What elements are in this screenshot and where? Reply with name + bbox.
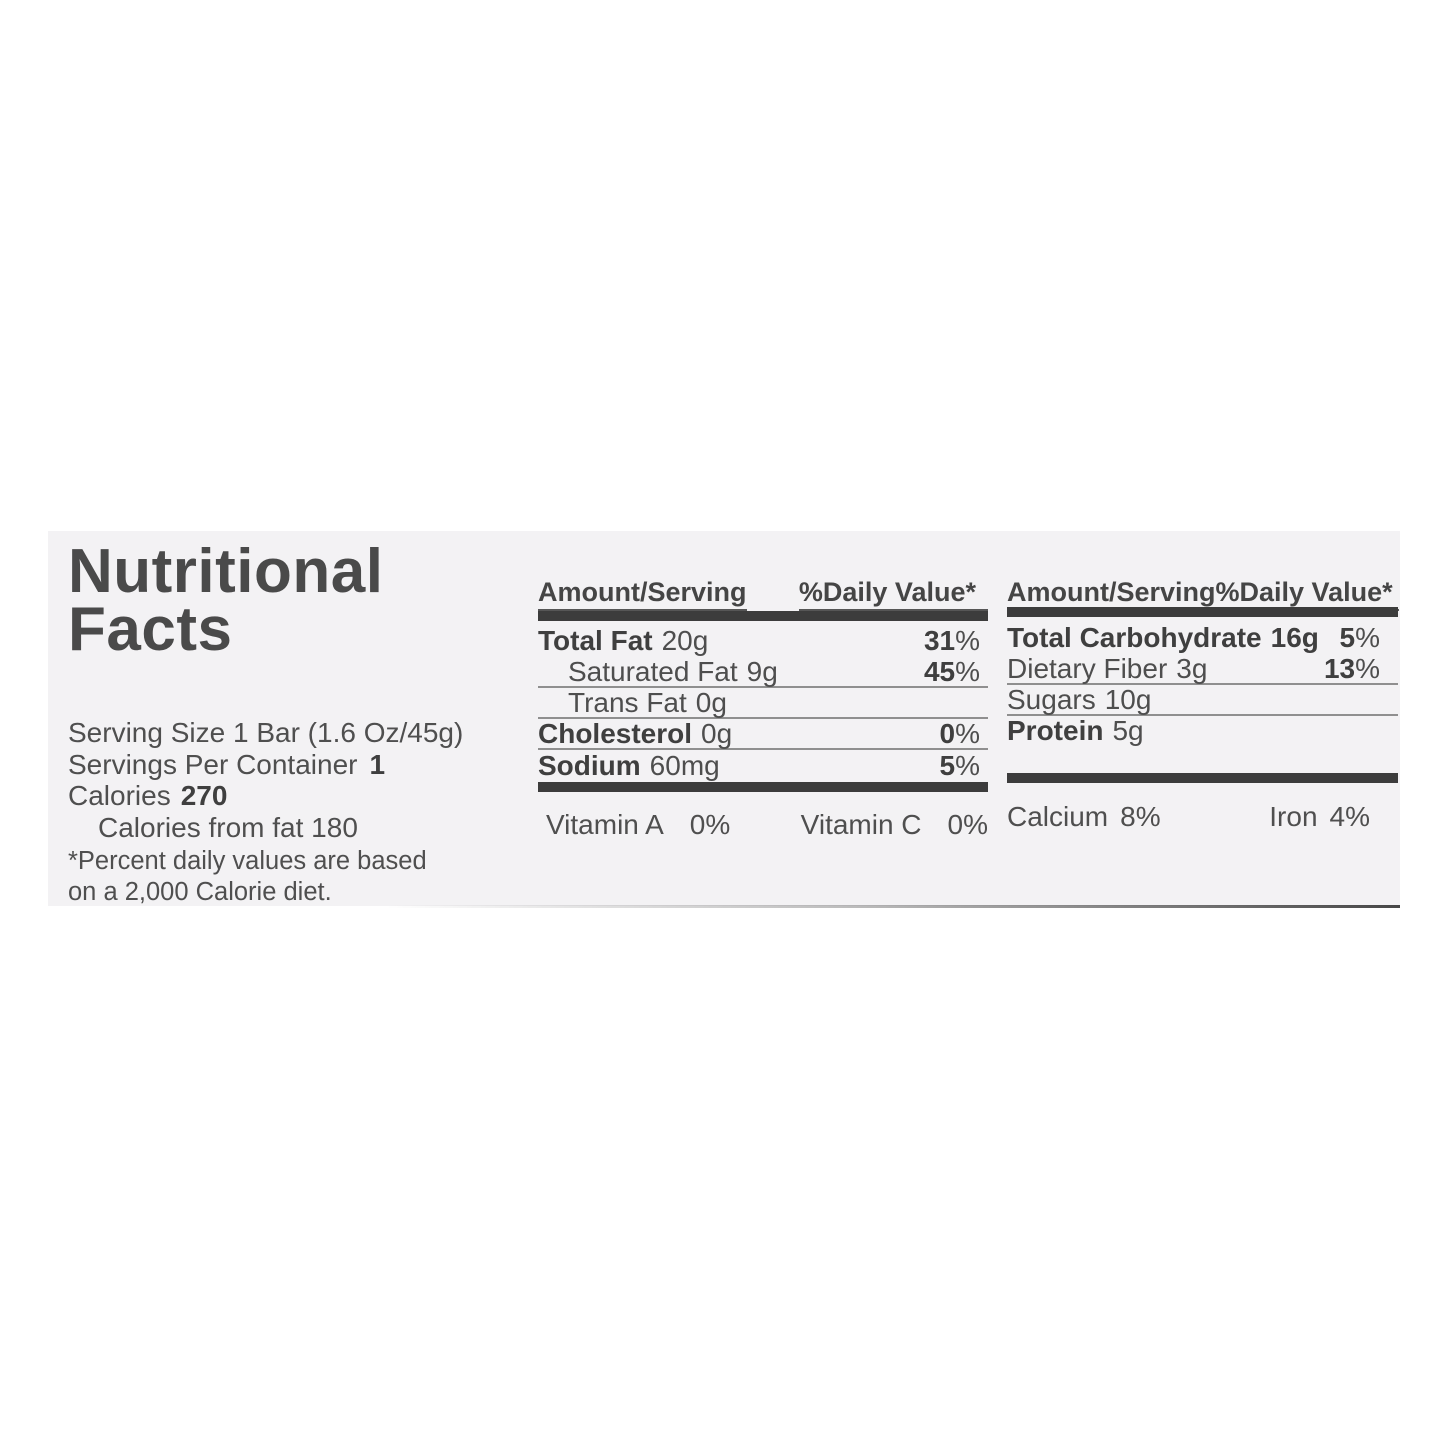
label-title: Nutritional Facts xyxy=(68,537,384,664)
daily-value: 5% xyxy=(1339,622,1380,653)
daily-value: 45% xyxy=(923,656,980,687)
calcium-label: Calcium xyxy=(1007,801,1109,832)
row-total-fat: Total Fat 20g 31% xyxy=(538,626,988,657)
row-dietary-fiber: Dietary Fiber 3g 13% xyxy=(1007,654,1398,685)
nutrient-name: Sugars xyxy=(1007,684,1096,715)
daily-value-footnote: *Percent daily values are based on a 2,0… xyxy=(68,846,463,907)
vitamins-row: Vitamin A 0% Vitamin C 0% xyxy=(538,810,988,840)
daily-value: 13% xyxy=(1323,653,1380,684)
calories-label: Calories xyxy=(68,780,171,811)
minerals-row: Calcium 8% Iron 4% xyxy=(1007,802,1398,832)
nutrition-facts-label: Nutritional Facts Serving Size 1 Bar (1.… xyxy=(48,531,1400,908)
row-saturated-fat: Saturated Fat 9g 45% xyxy=(538,657,988,688)
header-amount-serving: Amount/Serving xyxy=(538,579,747,611)
row-cholesterol: Cholesterol 0g 0% xyxy=(538,719,988,750)
nutrient-name: Saturated Fat xyxy=(568,656,738,687)
daily-value xyxy=(1380,716,1398,747)
nutrient-name: Sodium xyxy=(538,750,641,781)
vitamin-a-value: 0% xyxy=(689,809,731,840)
nutrient-name: Trans Fat xyxy=(568,687,687,718)
iron: Iron 4% xyxy=(1269,802,1370,832)
nutrient-amount: 16g xyxy=(1270,622,1319,653)
nutrient-name: Dietary Fiber xyxy=(1007,653,1168,684)
row-total-carbohydrate: Total Carbohydrate 16g 5% xyxy=(1007,623,1398,654)
nutrient-name: Total Fat xyxy=(538,625,653,656)
servings-per-container: Servings Per Container 1 xyxy=(68,749,463,781)
nutrient-amount: 0g xyxy=(701,718,733,749)
panel-carbohydrate: Amount/Serving %Daily Value* Total Carbo… xyxy=(1007,531,1399,906)
divider-bar-thick xyxy=(1007,773,1398,783)
vitamin-a: Vitamin A 0% xyxy=(546,810,730,840)
label-title-line2: Facts xyxy=(68,595,233,664)
panel-carb-header: Amount/Serving %Daily Value* xyxy=(1007,579,1399,611)
servings-per-container-label: Servings Per Container xyxy=(68,748,358,780)
vitamin-c-label: Vitamin C xyxy=(800,809,922,840)
panel-fat: Amount/Serving %Daily Value* Total Fat 20… xyxy=(538,531,988,906)
nutrient-amount: 9g xyxy=(746,656,778,687)
calcium: Calcium 8% xyxy=(1007,802,1161,832)
nutrient-amount: 3g xyxy=(1176,653,1208,684)
header-daily-value: %Daily Value* xyxy=(798,579,988,611)
iron-label: Iron xyxy=(1269,801,1318,832)
header-daily-value: %Daily Value* xyxy=(1215,579,1399,611)
vitamin-c-value: 0% xyxy=(947,809,988,840)
daily-value xyxy=(980,688,988,717)
row-sodium: Sodium 60mg 5% xyxy=(538,751,988,782)
servings-per-container-value: 1 xyxy=(369,748,386,780)
row-protein: Protein 5g xyxy=(1007,716,1398,747)
serving-info: Serving Size 1 Bar (1.6 Oz/45g) Servings… xyxy=(68,717,463,907)
footnote-line1: *Percent daily values are based xyxy=(68,847,427,875)
panel-fat-header: Amount/Serving %Daily Value* xyxy=(538,579,988,611)
serving-size: Serving Size 1 Bar (1.6 Oz/45g) xyxy=(68,717,464,748)
calories: Calories 270 xyxy=(68,780,463,812)
calories-value: 270 xyxy=(180,780,228,811)
footnote-line2: on a 2,000 Calorie diet. xyxy=(68,877,332,906)
nutrient-amount: 10g xyxy=(1104,684,1152,715)
calories-from-fat: Calories from fat 180 xyxy=(98,811,358,843)
calcium-value: 8% xyxy=(1120,801,1161,832)
daily-value: 31% xyxy=(923,625,980,656)
nutrient-amount: 5g xyxy=(1112,715,1144,746)
daily-value: 5% xyxy=(939,750,980,781)
row-trans-fat: Trans Fat 0g xyxy=(538,688,988,719)
iron-value: 4% xyxy=(1329,801,1370,832)
divider-bar-thick xyxy=(538,782,988,792)
vitamin-c: Vitamin C 0% xyxy=(801,810,988,840)
nutrient-name: Total Carbohydrate xyxy=(1007,622,1262,653)
nutrient-amount: 60mg xyxy=(649,750,720,781)
nutrient-amount: 20g xyxy=(661,625,709,656)
vitamin-a-label: Vitamin A xyxy=(546,809,664,840)
row-sugars: Sugars 10g xyxy=(1007,685,1398,716)
nutrient-name: Cholesterol xyxy=(538,718,693,749)
divider-bar-thick xyxy=(538,611,988,621)
daily-value xyxy=(1380,685,1398,714)
divider-bar-thick xyxy=(1007,607,1398,617)
label-title-line1: Nutritional xyxy=(68,537,384,606)
label-bottom-shadow xyxy=(48,905,1400,908)
nutrient-name: Protein xyxy=(1007,715,1104,746)
nutrient-amount: 0g xyxy=(695,687,727,718)
daily-value: 0% xyxy=(939,718,980,749)
